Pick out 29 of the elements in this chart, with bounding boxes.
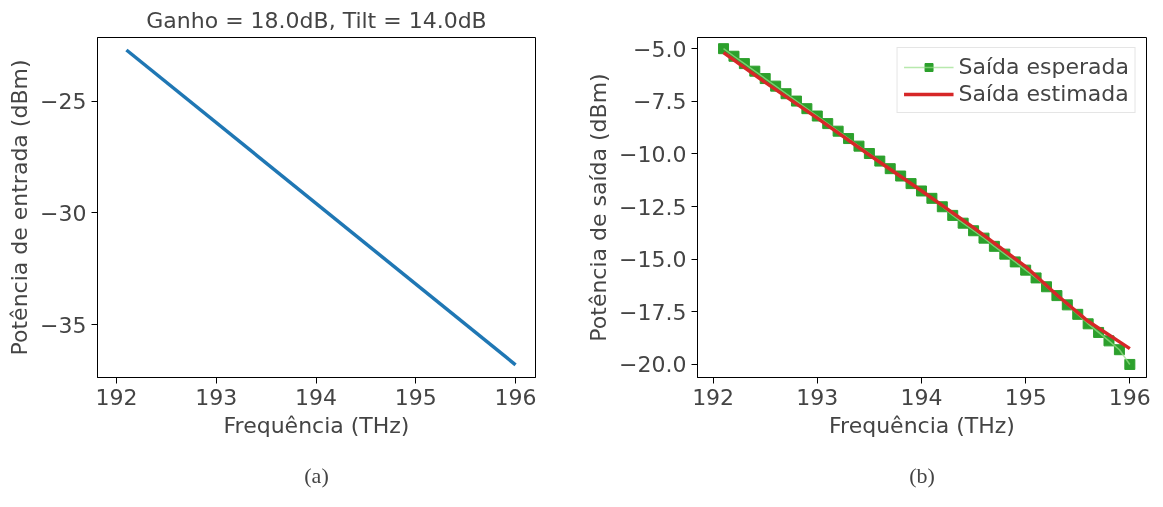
y-tick-label: −12.5: [619, 194, 687, 220]
text: (b): [909, 462, 935, 488]
y-tick-label: −25: [40, 89, 87, 115]
y-axis-title: Potência de entrada (dBm): [7, 59, 33, 356]
y-tick-label: −10.0: [619, 141, 687, 167]
y-tick-label: −5.0: [633, 36, 687, 62]
y-tick-label: −15.0: [619, 247, 687, 273]
y-tick-label: −7.5: [633, 89, 687, 115]
x-tick-label: 194: [295, 384, 338, 410]
legend-label: Saída estimada: [958, 81, 1129, 106]
y-tick-label: −20.0: [619, 352, 687, 378]
text: (a): [304, 462, 329, 488]
x-tick-label: 193: [195, 384, 238, 410]
x-axis-title: Frequência (THz): [223, 412, 410, 438]
y-tick-label: −35: [40, 312, 87, 338]
x-tick-label: 195: [394, 384, 437, 410]
y-tick-label: −17.5: [619, 299, 687, 325]
x-tick-label: 195: [1004, 384, 1047, 410]
y-axis-title: Potência de saída (dBm): [586, 73, 612, 342]
chart-title: Ganho = 18.0dB, Tilt = 14.0dB: [146, 7, 487, 33]
legend-label: Saída esperada: [958, 54, 1129, 79]
x-tick-label: 194: [900, 384, 943, 410]
x-tick-label: 193: [796, 384, 839, 410]
y-tick-label: −30: [40, 200, 87, 226]
x-tick-label: 196: [1108, 384, 1151, 410]
x-tick-label: 192: [95, 384, 138, 410]
x-tick-label: 196: [494, 384, 537, 410]
x-tick-label: 192: [692, 384, 735, 410]
x-axis-title: Frequência (THz): [829, 412, 1015, 438]
